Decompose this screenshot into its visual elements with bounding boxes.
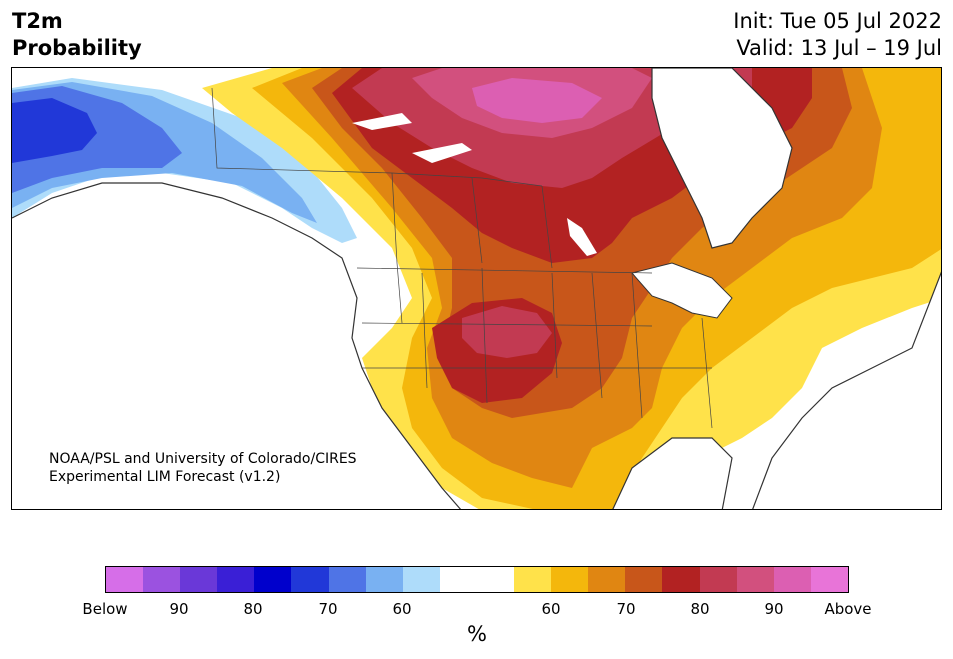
colorbar-segment <box>736 567 774 592</box>
colorbar-tick-label: Below <box>82 600 128 618</box>
colorbar-segment <box>514 567 552 592</box>
atlantic-ocean <box>752 273 941 509</box>
colorbar-segment <box>625 567 663 592</box>
credit-line-1: NOAA/PSL and University of Colorado/CIRE… <box>49 451 357 467</box>
colorbar-tick-label: 70 <box>616 600 636 618</box>
great-slave-lake <box>352 113 412 130</box>
credit-line-2: Experimental LIM Forecast (v1.2) <box>49 469 281 485</box>
colorbar-segment <box>662 567 700 592</box>
colorbar-segment <box>551 567 589 592</box>
colorbar-segment <box>588 567 626 592</box>
colorbar-segment <box>217 567 255 592</box>
gulf-of-mexico <box>612 438 732 509</box>
coastline-lakes <box>631 262 733 319</box>
colorbar <box>105 566 849 593</box>
colorbar-segment <box>365 567 403 592</box>
colorbar-segment <box>143 567 181 592</box>
colorbar-tick-label: Above <box>824 600 872 618</box>
colorbar-unit: % <box>467 622 487 646</box>
map-canvas <box>12 68 941 509</box>
colorbar-tick-label: 80 <box>690 600 710 618</box>
date-info: Init: Tue 05 Jul 2022 Valid: 13 Jul – 19… <box>733 8 942 62</box>
colorbar-segment <box>699 567 737 592</box>
chart-title: T2m Probability <box>12 8 142 62</box>
southwest-hot-spot-core <box>462 306 552 358</box>
great-lakes <box>632 263 732 318</box>
probability-map <box>11 67 942 510</box>
colorbar-tick-label: 80 <box>243 600 263 618</box>
colorbar-segment <box>810 567 848 592</box>
colorbar-segment <box>328 567 366 592</box>
coastline-east <box>752 271 941 509</box>
colorbar-tick-label: 60 <box>392 600 412 618</box>
coastline-hudson <box>651 68 793 249</box>
colorbar-segment <box>439 567 477 592</box>
political-boundaries <box>211 87 713 429</box>
coastline-west <box>12 182 462 509</box>
colorbar-tick-label: 70 <box>318 600 338 618</box>
colorbar-segment <box>180 567 218 592</box>
lake-winnipeg <box>567 218 597 256</box>
warm-region-95 <box>472 78 602 123</box>
colorbar-segment <box>476 567 515 592</box>
coastline-gulf <box>612 437 733 509</box>
colorbar-segment <box>106 567 144 592</box>
colorbar-segment <box>254 567 292 592</box>
alaska-cold-region-4 <box>12 98 97 163</box>
valid-range: Valid: 13 Jul – 19 Jul <box>736 36 942 60</box>
credit-text: NOAA/PSL and University of Colorado/CIRE… <box>49 450 357 486</box>
init-date: Init: Tue 05 Jul 2022 <box>733 9 942 33</box>
colorbar-tick-label: 60 <box>541 600 561 618</box>
title-line-2: Probability <box>12 36 142 60</box>
colorbar-tick-label: 90 <box>169 600 189 618</box>
great-bear-lake <box>412 143 472 163</box>
pacific-ocean <box>12 183 461 509</box>
colorbar-segment <box>773 567 811 592</box>
colorbar-segment <box>402 567 440 592</box>
hudson-bay <box>652 68 792 248</box>
colorbar-tick-label: 90 <box>764 600 784 618</box>
title-line-1: T2m <box>12 9 63 33</box>
colorbar-segment <box>291 567 329 592</box>
